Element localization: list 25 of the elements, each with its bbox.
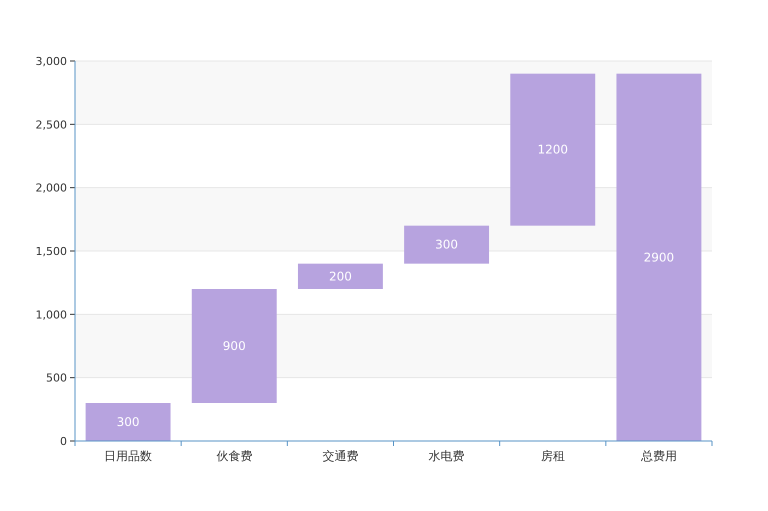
y-tick-label: 500: [46, 372, 67, 385]
x-tick-label: 房租: [540, 449, 565, 463]
x-tick-label: 日用品数: [104, 449, 152, 463]
data-label: 1200: [537, 142, 568, 157]
bar: [298, 264, 383, 289]
bar: [510, 74, 596, 226]
y-tick-label: 3,000: [36, 55, 67, 68]
y-tick-label: 2,500: [36, 118, 67, 132]
bar: [404, 226, 490, 264]
y-tick-label: 1,000: [36, 308, 67, 322]
x-tick-label: 水电费: [428, 449, 465, 463]
x-tick-label: 总费用: [640, 449, 677, 463]
data-label: 900: [222, 339, 246, 353]
data-label: 200: [328, 269, 352, 284]
bar: [616, 74, 702, 441]
y-tick-label: 0: [60, 435, 67, 448]
x-tick-label: 伙食费: [216, 449, 252, 463]
y-tick-label: 1,500: [36, 245, 67, 258]
data-label: 300: [116, 415, 140, 429]
y-tick-label: 2,000: [36, 182, 67, 195]
data-label: 2900: [644, 250, 674, 264]
x-tick-label: 交通费: [322, 449, 358, 463]
data-label: 300: [435, 238, 458, 252]
bar: [86, 403, 171, 441]
bar: [192, 289, 277, 403]
